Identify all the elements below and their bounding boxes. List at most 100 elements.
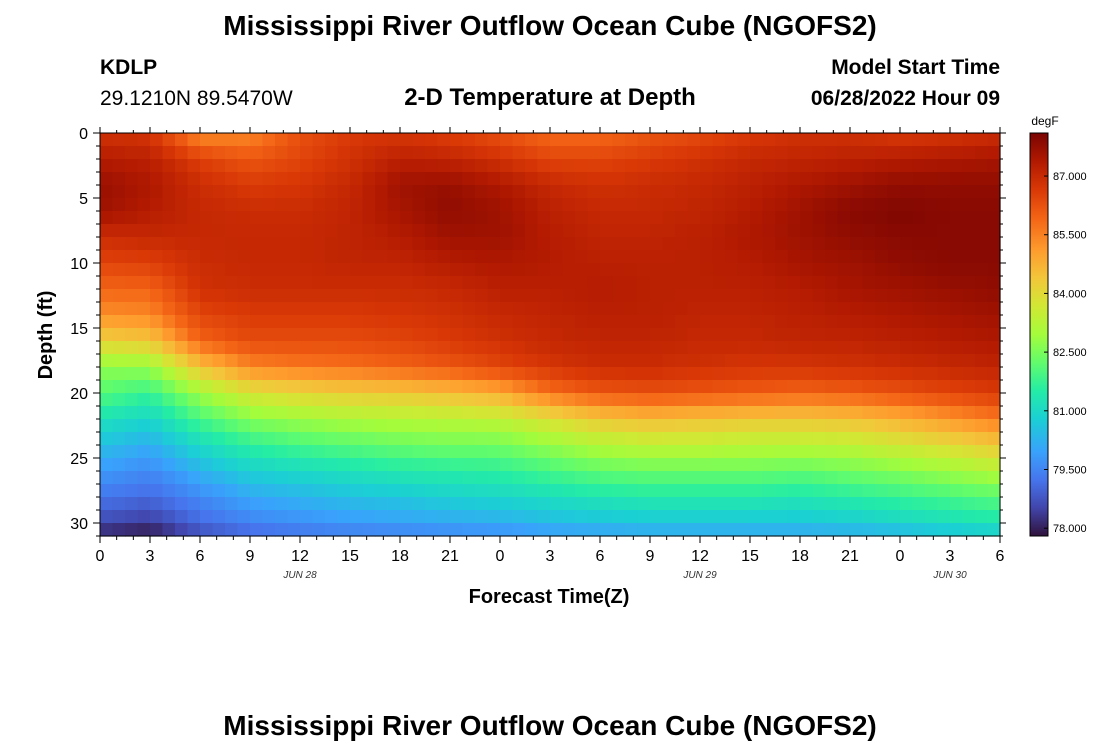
x-date-label: JUN 30 bbox=[932, 570, 967, 581]
heatmap-cell bbox=[662, 458, 676, 472]
heatmap-cell bbox=[237, 510, 251, 524]
heatmap-cell bbox=[450, 172, 464, 186]
heatmap-cell bbox=[400, 328, 414, 342]
heatmap-cell bbox=[900, 432, 914, 446]
heatmap-cell bbox=[275, 211, 289, 225]
heatmap-cell bbox=[850, 380, 864, 394]
heatmap-cell bbox=[775, 497, 789, 511]
heatmap-cell bbox=[937, 471, 951, 485]
heatmap-cell bbox=[362, 289, 376, 303]
heatmap-cell bbox=[375, 250, 389, 264]
heatmap-cell bbox=[487, 406, 501, 420]
heatmap-cell bbox=[650, 406, 664, 420]
heatmap-cell bbox=[737, 471, 751, 485]
heatmap-cell bbox=[162, 523, 176, 537]
heatmap-cell bbox=[687, 484, 701, 498]
heatmap-cell bbox=[425, 250, 439, 264]
heatmap-cell bbox=[725, 146, 739, 160]
heatmap-cell bbox=[837, 354, 851, 368]
heatmap-cell bbox=[350, 172, 364, 186]
heatmap-cell bbox=[275, 315, 289, 329]
heatmap-cell bbox=[112, 250, 126, 264]
heatmap-cell bbox=[787, 406, 801, 420]
heatmap-cell bbox=[950, 497, 964, 511]
heatmap-cell bbox=[837, 432, 851, 446]
heatmap-cell bbox=[100, 263, 114, 277]
heatmap-cell bbox=[737, 211, 751, 225]
heatmap-cell bbox=[237, 432, 251, 446]
heatmap-cell bbox=[400, 133, 414, 147]
heatmap-cell bbox=[712, 263, 726, 277]
heatmap-cell bbox=[862, 484, 876, 498]
heatmap-cell bbox=[525, 497, 539, 511]
heatmap-cell bbox=[475, 341, 489, 355]
heatmap-cell bbox=[550, 185, 564, 199]
heatmap-cell bbox=[962, 432, 976, 446]
heatmap-cell bbox=[450, 354, 464, 368]
heatmap-cell bbox=[487, 146, 501, 160]
heatmap-cell bbox=[512, 419, 526, 433]
heatmap-cell bbox=[937, 367, 951, 381]
heatmap-cell bbox=[725, 523, 739, 537]
heatmap-cell bbox=[400, 237, 414, 251]
heatmap-cell bbox=[825, 289, 839, 303]
heatmap-cell bbox=[812, 341, 826, 355]
heatmap-cell bbox=[275, 445, 289, 459]
heatmap-cell bbox=[800, 393, 814, 407]
heatmap-cell bbox=[700, 419, 714, 433]
heatmap-cell bbox=[712, 198, 726, 212]
heatmap-cell bbox=[987, 484, 1001, 498]
heatmap-cell bbox=[450, 276, 464, 290]
heatmap-cell bbox=[900, 250, 914, 264]
heatmap-cell bbox=[662, 354, 676, 368]
heatmap-cell bbox=[862, 276, 876, 290]
heatmap-cell bbox=[700, 146, 714, 160]
heatmap-cell bbox=[362, 406, 376, 420]
heatmap-cell bbox=[750, 341, 764, 355]
heatmap-cell bbox=[387, 224, 401, 238]
heatmap-cell bbox=[862, 315, 876, 329]
heatmap-cell bbox=[700, 484, 714, 498]
heatmap-cell bbox=[250, 393, 264, 407]
heatmap-cell bbox=[462, 393, 476, 407]
heatmap-cell bbox=[562, 302, 576, 316]
heatmap-cell bbox=[687, 263, 701, 277]
heatmap-cell bbox=[550, 159, 564, 173]
heatmap-cell bbox=[962, 484, 976, 498]
heatmap-cell bbox=[962, 224, 976, 238]
heatmap-cell bbox=[462, 315, 476, 329]
heatmap-cell bbox=[587, 380, 601, 394]
heatmap-cell bbox=[437, 497, 451, 511]
heatmap-cell bbox=[262, 497, 276, 511]
heatmap-cell bbox=[887, 367, 901, 381]
heatmap-cell bbox=[962, 263, 976, 277]
heatmap-cell bbox=[875, 354, 889, 368]
heatmap-cell bbox=[137, 211, 151, 225]
heatmap-cell bbox=[150, 159, 164, 173]
heatmap-cell bbox=[262, 367, 276, 381]
heatmap-cell bbox=[812, 250, 826, 264]
heatmap-cell bbox=[512, 263, 526, 277]
heatmap-cell bbox=[650, 289, 664, 303]
heatmap-cell bbox=[387, 185, 401, 199]
heatmap-cell bbox=[650, 432, 664, 446]
heatmap-cell bbox=[737, 523, 751, 537]
heatmap-cell bbox=[500, 510, 514, 524]
heatmap-cell bbox=[312, 172, 326, 186]
heatmap-cell bbox=[675, 250, 689, 264]
heatmap-cell bbox=[437, 432, 451, 446]
heatmap-cell bbox=[475, 419, 489, 433]
heatmap-cell bbox=[800, 380, 814, 394]
heatmap-cell bbox=[900, 341, 914, 355]
heatmap-cell bbox=[950, 432, 964, 446]
heatmap-cell bbox=[425, 302, 439, 316]
heatmap-cell bbox=[725, 484, 739, 498]
heatmap-cell bbox=[875, 367, 889, 381]
heatmap-cell bbox=[387, 211, 401, 225]
heatmap-cell bbox=[662, 211, 676, 225]
heatmap-cell bbox=[925, 341, 939, 355]
heatmap-cell bbox=[950, 328, 964, 342]
heatmap-cell bbox=[900, 471, 914, 485]
heatmap-cell bbox=[825, 341, 839, 355]
heatmap-cell bbox=[587, 432, 601, 446]
